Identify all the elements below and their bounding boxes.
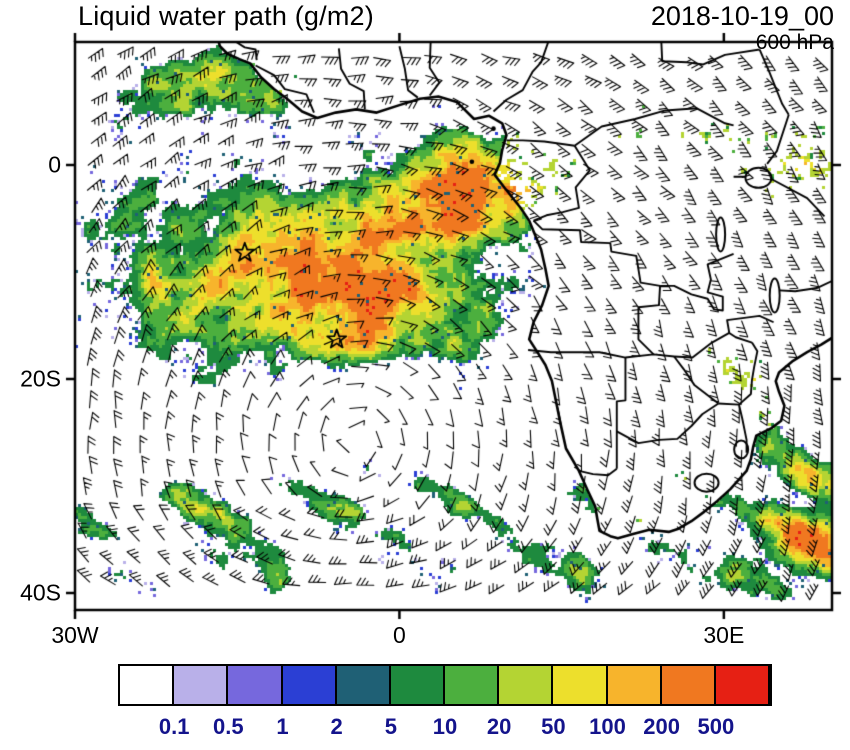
x-axis-label-0: 0 <box>393 622 406 648</box>
colorbar-tick-10: 500 <box>697 714 735 739</box>
y-axis-label-20s: 20S <box>20 365 61 392</box>
colorbar-box-6 <box>445 666 500 704</box>
colorbar-box-7 <box>499 666 554 704</box>
colorbar-tick-5: 10 <box>432 714 458 739</box>
plot-title: Liquid water path (g/m2) <box>78 1 374 31</box>
x-axis-label-30w: 30W <box>51 622 99 648</box>
colorbar: 0.1 0.5 1 2 5 10 20 50 100 200 500 <box>118 664 772 739</box>
colorbar-box-1 <box>174 666 229 704</box>
colorbar-box-2 <box>228 666 283 704</box>
valid-time: 2018-10-19_00 <box>650 1 834 31</box>
colorbar-tick-8: 100 <box>589 714 626 739</box>
colorbar-box-8 <box>553 666 608 704</box>
colorbar-tick-3: 2 <box>330 714 343 739</box>
colorbar-box-9 <box>607 666 662 704</box>
colorbar-tick-2: 1 <box>276 714 289 739</box>
y-axis-label-0: 0 <box>48 151 61 178</box>
colorbar-box-3 <box>282 666 337 704</box>
colorbar-tick-9: 200 <box>643 714 681 739</box>
colorbar-box-10 <box>661 666 716 704</box>
colorbar-box-0 <box>120 666 175 704</box>
y-axis-label-40s: 40S <box>20 579 61 606</box>
pressure-level: 600 hPa <box>755 31 834 54</box>
colorbar-tick-1: 0.5 <box>213 714 244 739</box>
colorbar-tick-0: 0.1 <box>158 714 190 739</box>
colorbar-box-4 <box>336 666 391 704</box>
x-axis-label-30e: 30E <box>703 622 745 648</box>
colorbar-tick-6: 20 <box>486 714 512 739</box>
colorbar-box-5 <box>390 666 446 704</box>
colorbar-tick-4: 5 <box>384 714 397 739</box>
colorbar-tick-7: 50 <box>541 714 566 739</box>
colorbar-box-11 <box>715 666 771 704</box>
